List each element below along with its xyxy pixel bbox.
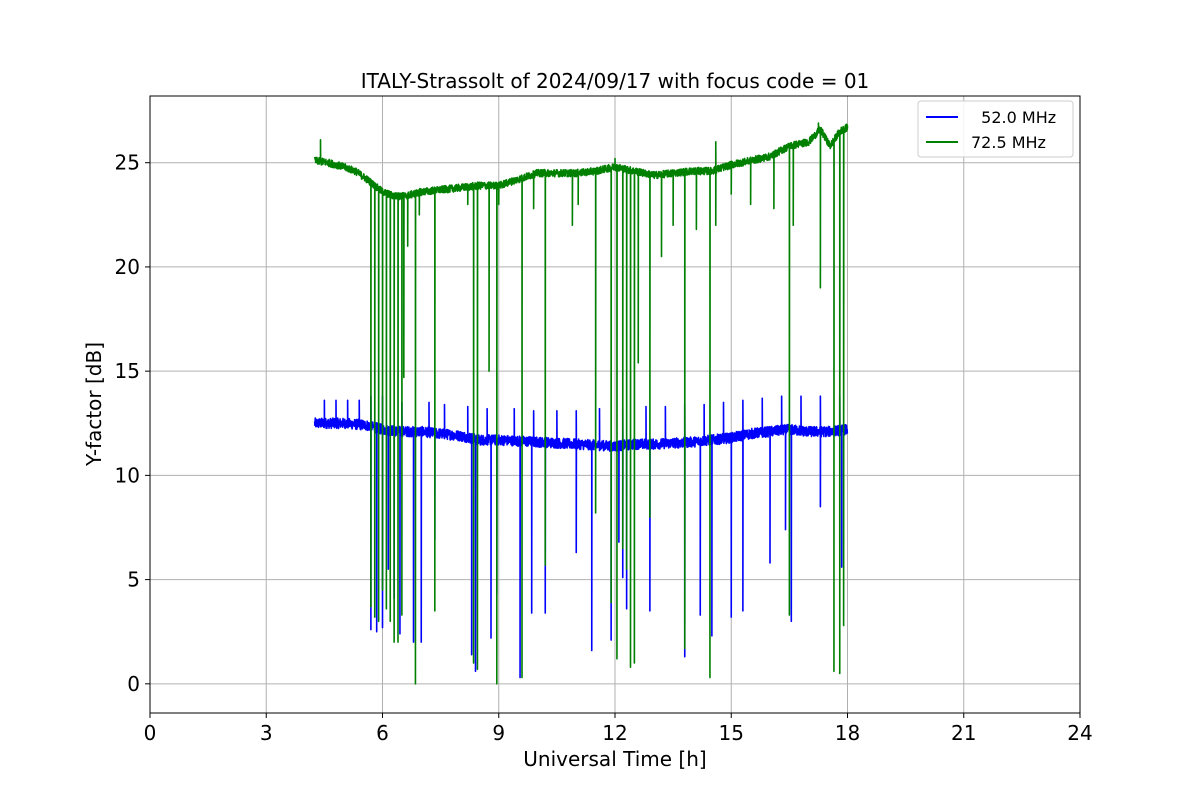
x-tick-label: 12 [602, 721, 627, 745]
y-tick-label: 25 [115, 151, 140, 175]
ticks: 0 3 6 9 12 15 18 21 24 0 5 10 15 20 25 [115, 151, 1093, 745]
x-tick-label: 6 [376, 721, 389, 745]
x-tick-label: 0 [144, 721, 157, 745]
x-tick-label: 21 [951, 721, 976, 745]
x-tick-label: 24 [1067, 721, 1092, 745]
y-tick-label: 5 [127, 568, 140, 592]
series-layer [313, 122, 849, 685]
y-tick-label: 0 [127, 672, 140, 696]
chart-title: ITALY-Strassolt of 2024/09/17 with focus… [361, 69, 870, 93]
legend-label: 72.5 MHz [971, 133, 1046, 152]
y-tick-label: 15 [115, 359, 140, 383]
y-axis-label: Y-factor [dB] [82, 342, 106, 467]
x-tick-label: 18 [835, 721, 860, 745]
y-tick-label: 20 [115, 255, 140, 279]
y-tick-label: 10 [115, 463, 140, 487]
x-tick-label: 3 [260, 721, 273, 745]
x-axis-label: Universal Time [h] [523, 747, 706, 771]
legend: 52.0 MHz 72.5 MHz [917, 100, 1074, 158]
x-tick-label: 9 [492, 721, 505, 745]
series-line-72mhz [313, 122, 849, 685]
x-tick-label: 15 [719, 721, 744, 745]
legend-label: 52.0 MHz [971, 108, 1056, 127]
